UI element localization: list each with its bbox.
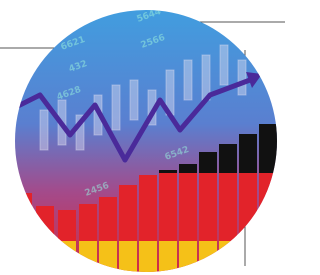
page: {"background_numbers": ["6621", "5644", … (0, 0, 285, 275)
flag-gold (0, 241, 285, 275)
illustration: 6621 5644 2566 432 4628 2456 6542 (0, 0, 285, 275)
circle-image: 6621 5644 2566 432 4628 2456 6542 (0, 0, 285, 275)
